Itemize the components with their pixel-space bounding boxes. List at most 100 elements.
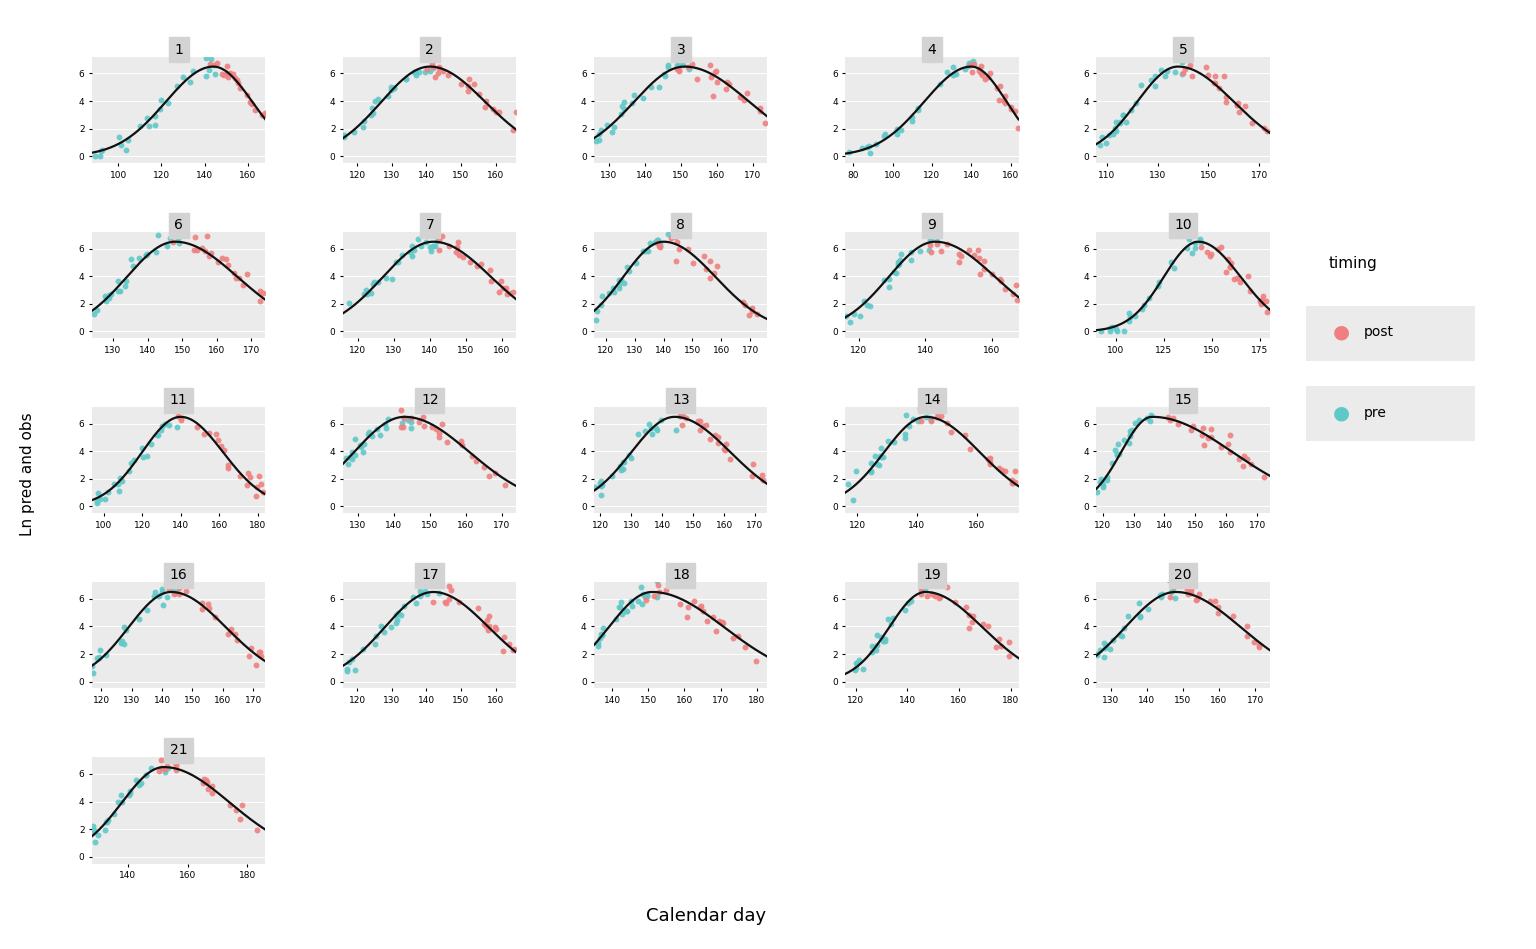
Point xyxy=(226,633,250,648)
Point xyxy=(585,639,610,654)
Point xyxy=(332,129,356,144)
Point xyxy=(475,612,499,627)
Point xyxy=(355,287,379,302)
Point xyxy=(141,588,166,604)
Point xyxy=(639,80,664,95)
Point xyxy=(88,492,112,507)
Point xyxy=(97,287,121,302)
Point xyxy=(834,308,859,324)
Point xyxy=(737,307,762,323)
Point xyxy=(501,642,525,658)
Point xyxy=(697,270,722,286)
Point xyxy=(917,410,942,425)
Point xyxy=(399,414,424,429)
Point xyxy=(889,246,914,261)
Point xyxy=(919,227,943,242)
Point xyxy=(496,637,521,652)
Point xyxy=(1137,413,1161,428)
Point xyxy=(1114,115,1138,130)
Point xyxy=(998,102,1023,117)
Point xyxy=(215,65,240,81)
Point xyxy=(1247,293,1272,308)
Point xyxy=(975,69,1000,84)
Point xyxy=(421,61,445,76)
Point xyxy=(880,610,905,625)
Point xyxy=(919,412,943,427)
Point xyxy=(1189,427,1213,442)
Point xyxy=(421,238,445,253)
Point xyxy=(584,133,608,148)
Point xyxy=(1170,54,1195,69)
Point xyxy=(444,239,468,254)
Point xyxy=(247,644,272,660)
Point xyxy=(418,221,442,236)
Point xyxy=(427,243,452,258)
Point xyxy=(409,239,433,254)
Point xyxy=(399,410,424,425)
Point xyxy=(243,102,267,118)
Point xyxy=(892,603,917,618)
Point xyxy=(220,622,244,637)
Point xyxy=(989,639,1014,654)
Point xyxy=(1100,455,1124,470)
Point xyxy=(1147,587,1172,603)
Point xyxy=(484,104,508,120)
Point xyxy=(676,241,700,256)
Point xyxy=(588,479,613,494)
Point xyxy=(166,232,190,247)
Point xyxy=(1161,410,1186,425)
Point xyxy=(88,650,112,665)
Point xyxy=(611,102,636,117)
Point xyxy=(210,251,235,266)
Point xyxy=(1181,419,1206,434)
Point xyxy=(599,124,624,140)
Point xyxy=(166,408,190,423)
Point xyxy=(106,284,131,299)
Point xyxy=(702,427,727,442)
Point xyxy=(80,658,104,673)
Point xyxy=(218,65,243,81)
Point xyxy=(676,61,700,76)
Point xyxy=(969,59,994,74)
Point xyxy=(422,69,447,84)
Point xyxy=(697,432,722,447)
Point xyxy=(863,642,888,658)
Point xyxy=(140,760,164,775)
Point xyxy=(928,76,952,91)
Point xyxy=(942,59,966,74)
Point xyxy=(479,273,504,288)
Point xyxy=(1206,242,1230,257)
Point xyxy=(215,460,240,475)
Point xyxy=(203,66,227,82)
Point xyxy=(237,648,261,663)
Point xyxy=(886,256,911,271)
Point xyxy=(908,243,932,258)
Point xyxy=(223,626,247,642)
Point xyxy=(407,65,432,80)
Point xyxy=(717,452,742,467)
Point xyxy=(1178,422,1203,437)
Point xyxy=(611,95,636,110)
Point xyxy=(992,282,1017,297)
Point xyxy=(983,640,1008,655)
Point xyxy=(108,471,132,486)
Point xyxy=(195,596,220,611)
Point xyxy=(487,285,511,300)
Point xyxy=(84,302,109,317)
Text: Ln pred and obs: Ln pred and obs xyxy=(20,413,35,536)
Point xyxy=(413,583,438,598)
Point xyxy=(424,421,449,437)
Point xyxy=(895,596,920,611)
Point xyxy=(1100,126,1124,141)
Point xyxy=(364,628,389,643)
Point xyxy=(653,68,677,84)
Point xyxy=(968,64,992,79)
Point xyxy=(415,62,439,77)
Point xyxy=(1198,248,1223,263)
Point xyxy=(1217,259,1241,274)
Point xyxy=(866,456,891,472)
Point xyxy=(958,55,983,70)
Point xyxy=(121,258,146,273)
Point xyxy=(217,457,241,473)
Point xyxy=(1255,123,1279,139)
